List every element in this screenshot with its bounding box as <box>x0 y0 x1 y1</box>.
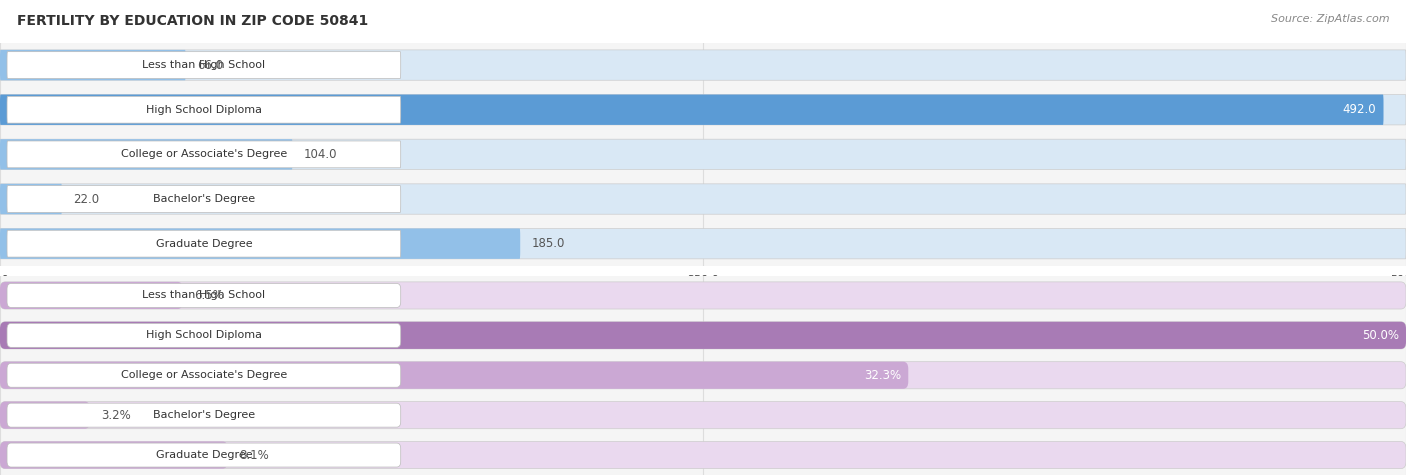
Text: High School Diploma: High School Diploma <box>146 104 262 115</box>
Text: Graduate Degree: Graduate Degree <box>156 238 252 249</box>
Text: 492.0: 492.0 <box>1343 103 1376 116</box>
Text: Source: ZipAtlas.com: Source: ZipAtlas.com <box>1271 14 1389 24</box>
FancyBboxPatch shape <box>0 401 90 429</box>
FancyBboxPatch shape <box>0 282 183 309</box>
FancyBboxPatch shape <box>0 139 1406 170</box>
FancyBboxPatch shape <box>7 96 401 123</box>
FancyBboxPatch shape <box>7 403 401 427</box>
Text: College or Associate's Degree: College or Associate's Degree <box>121 370 287 380</box>
FancyBboxPatch shape <box>0 184 62 214</box>
Text: High School Diploma: High School Diploma <box>146 330 262 341</box>
FancyBboxPatch shape <box>0 401 1406 429</box>
FancyBboxPatch shape <box>7 363 401 387</box>
Text: 8.1%: 8.1% <box>239 448 269 462</box>
FancyBboxPatch shape <box>0 228 1406 259</box>
Text: 22.0: 22.0 <box>73 192 100 206</box>
Text: 3.2%: 3.2% <box>101 408 131 422</box>
Text: FERTILITY BY EDUCATION IN ZIP CODE 50841: FERTILITY BY EDUCATION IN ZIP CODE 50841 <box>17 14 368 28</box>
FancyBboxPatch shape <box>0 322 1406 349</box>
FancyBboxPatch shape <box>0 441 228 469</box>
FancyBboxPatch shape <box>7 230 401 257</box>
FancyBboxPatch shape <box>0 361 908 389</box>
Text: 32.3%: 32.3% <box>865 369 901 382</box>
FancyBboxPatch shape <box>0 95 1406 125</box>
FancyBboxPatch shape <box>7 323 401 347</box>
FancyBboxPatch shape <box>7 443 401 467</box>
Text: 6.5%: 6.5% <box>194 289 224 302</box>
FancyBboxPatch shape <box>0 322 1406 349</box>
Text: 104.0: 104.0 <box>304 148 337 161</box>
FancyBboxPatch shape <box>0 95 1384 125</box>
Text: Less than High School: Less than High School <box>142 290 266 301</box>
FancyBboxPatch shape <box>0 228 520 259</box>
FancyBboxPatch shape <box>0 441 1406 469</box>
FancyBboxPatch shape <box>7 284 401 307</box>
Text: Graduate Degree: Graduate Degree <box>156 450 252 460</box>
FancyBboxPatch shape <box>0 184 1406 214</box>
Text: Bachelor's Degree: Bachelor's Degree <box>153 194 254 204</box>
Text: Less than High School: Less than High School <box>142 60 266 70</box>
Text: Bachelor's Degree: Bachelor's Degree <box>153 410 254 420</box>
FancyBboxPatch shape <box>7 186 401 212</box>
Text: 50.0%: 50.0% <box>1362 329 1399 342</box>
Text: College or Associate's Degree: College or Associate's Degree <box>121 149 287 160</box>
FancyBboxPatch shape <box>7 52 401 78</box>
FancyBboxPatch shape <box>7 141 401 168</box>
FancyBboxPatch shape <box>0 50 1406 80</box>
FancyBboxPatch shape <box>0 282 1406 309</box>
FancyBboxPatch shape <box>0 50 186 80</box>
Text: 185.0: 185.0 <box>531 237 565 250</box>
FancyBboxPatch shape <box>0 139 292 170</box>
Text: 66.0: 66.0 <box>197 58 224 72</box>
FancyBboxPatch shape <box>0 361 1406 389</box>
